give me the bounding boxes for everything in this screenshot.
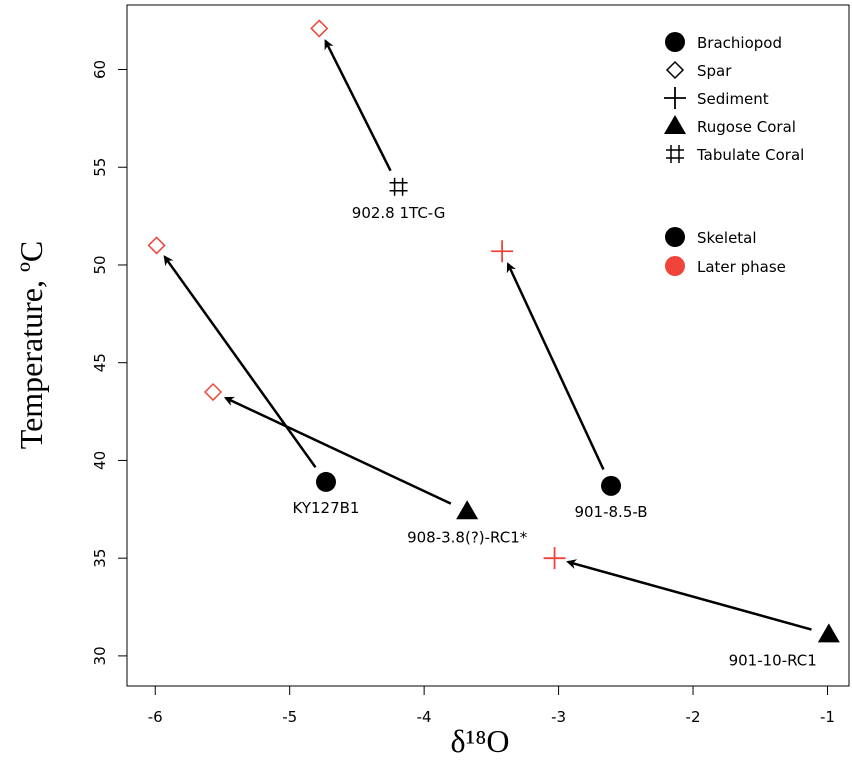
- point: [147, 236, 166, 255]
- point: [817, 623, 840, 643]
- point: [389, 177, 408, 196]
- x-tick-label: -4: [417, 708, 432, 726]
- x-tick-label: -1: [820, 708, 835, 726]
- point: [491, 240, 514, 263]
- legend-marker: [666, 145, 684, 163]
- legend-label: Rugose Coral: [697, 118, 796, 136]
- x-axis-title: δ¹⁸O: [451, 723, 510, 759]
- point-label: 901-10-RC1: [729, 651, 817, 669]
- arrow: [506, 262, 605, 471]
- y-tick-label: 40: [91, 451, 109, 470]
- x-tick-label: -2: [686, 708, 701, 726]
- point-label: KY127B1: [293, 499, 360, 517]
- x-tick-label: -3: [551, 708, 566, 726]
- point: [315, 471, 336, 492]
- point: [543, 547, 566, 570]
- y-tick-label: 30: [91, 646, 109, 665]
- x-tick-label: -6: [148, 708, 163, 726]
- arrow: [163, 255, 317, 469]
- legend-marker: [665, 60, 685, 80]
- y-axis-title: Temperature, ºC: [13, 241, 49, 449]
- legend-label: Sediment: [697, 90, 769, 108]
- point-label: 901-8.5-B: [574, 503, 647, 521]
- y-tick-label: 55: [91, 158, 109, 177]
- point: [310, 19, 329, 38]
- legend-marker: [664, 115, 686, 134]
- point-label: 902.8 1TC-G: [352, 204, 446, 222]
- arrow: [223, 396, 452, 505]
- legend-label: Tabulate Coral: [696, 146, 804, 164]
- legend-marker: [665, 256, 685, 276]
- legend-label: Spar: [697, 62, 732, 80]
- arrow: [324, 39, 392, 172]
- y-tick-label: 60: [91, 60, 109, 79]
- point: [456, 500, 479, 520]
- arrow: [566, 559, 812, 631]
- point: [601, 475, 622, 496]
- y-tick-label: 50: [91, 255, 109, 274]
- y-tick-label: 45: [91, 353, 109, 372]
- x-tick-label: -5: [282, 708, 297, 726]
- point: [203, 382, 223, 402]
- plot-frame: [126, 4, 850, 687]
- legend-marker: [665, 32, 685, 52]
- legend-label: Later phase: [697, 258, 786, 276]
- legend-label: Brachiopod: [697, 34, 782, 52]
- y-tick-label: 35: [91, 549, 109, 568]
- legend-marker: [664, 87, 686, 109]
- point-label: 908-3.8(?)-RC1*: [407, 528, 528, 546]
- legend-marker: [665, 227, 685, 247]
- legend-label: Skeletal: [697, 229, 757, 247]
